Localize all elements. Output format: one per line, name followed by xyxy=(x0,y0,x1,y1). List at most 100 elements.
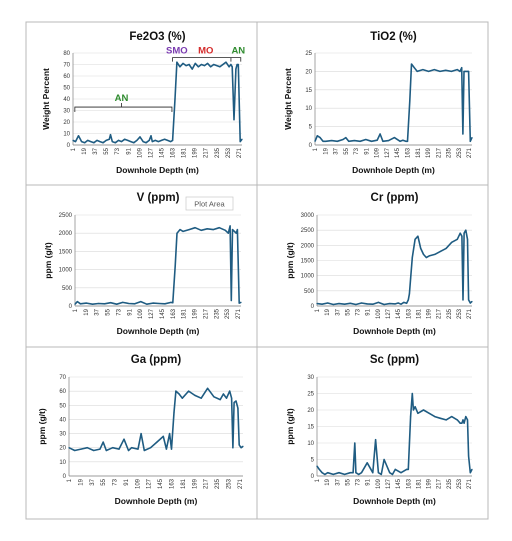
data-point xyxy=(134,303,136,305)
data-point xyxy=(327,302,329,304)
x-tick-label: 253 xyxy=(226,478,232,489)
x-tick-label: 145 xyxy=(396,308,402,319)
data-point xyxy=(137,448,139,450)
x-tick-label: 37 xyxy=(95,308,101,315)
data-point xyxy=(416,70,418,72)
x-tick-label: 217 xyxy=(204,147,210,158)
data-point xyxy=(372,472,374,474)
data-point xyxy=(397,302,399,304)
data-point xyxy=(143,449,145,452)
data-point xyxy=(238,302,240,304)
data-point xyxy=(170,448,173,450)
chart-title: Cr (ppm) xyxy=(371,192,419,204)
data-point xyxy=(413,67,415,69)
data-point xyxy=(459,70,461,72)
x-tick-label: 55 xyxy=(101,478,107,485)
data-point xyxy=(233,401,235,404)
data-point xyxy=(471,468,473,470)
x-tick-label: 271 xyxy=(237,147,243,158)
x-axis-title: Downhole Depth (m) xyxy=(352,165,435,175)
y-tick-label: 60 xyxy=(63,74,70,80)
y-tick-label: 2500 xyxy=(301,228,315,234)
y-tick-label: 20 xyxy=(307,408,314,414)
x-tick-label: 19 xyxy=(84,308,90,315)
chart-panel-5: Ga (ppm) 0 10 20 30 40 50 60 70 1 19 37 55 73 91 109 127… xyxy=(37,354,244,506)
y-tick-label: 2000 xyxy=(59,231,73,237)
x-tick-label: 109 xyxy=(137,147,143,158)
data-point xyxy=(90,140,92,143)
data-point xyxy=(465,70,467,72)
data-point xyxy=(469,472,471,474)
data-point xyxy=(433,68,435,71)
y-tick-label: 50 xyxy=(63,86,70,92)
x-tick-label: 127 xyxy=(148,147,154,158)
chart-panel-4: Cr (ppm) 0 500 1000 1500 2000 2500 3000 1 19 37 55 7… xyxy=(285,192,473,336)
data-point xyxy=(428,412,430,414)
x-tick-label: 145 xyxy=(159,147,165,158)
x-tick-label: 253 xyxy=(457,147,463,158)
data-point xyxy=(156,441,158,443)
data-point xyxy=(380,473,382,475)
x-tick-label: 55 xyxy=(106,308,112,315)
zone-label-mo: MO xyxy=(198,46,213,57)
chart-title: Ga (ppm) xyxy=(131,354,182,366)
plot-area-tooltip: Plot Area xyxy=(185,196,234,211)
data-point xyxy=(468,299,470,301)
x-tick-label: 145 xyxy=(160,308,166,319)
data-point xyxy=(150,447,152,449)
data-point xyxy=(109,134,112,136)
x-tick-label: 1 xyxy=(315,308,321,312)
data-point xyxy=(428,255,430,257)
data-point xyxy=(228,66,230,68)
data-point xyxy=(456,68,458,71)
x-tick-label: 55 xyxy=(344,147,350,154)
data-point xyxy=(179,228,181,231)
y-tick-label: 1500 xyxy=(301,259,315,265)
data-point xyxy=(445,419,447,421)
data-point xyxy=(169,432,171,435)
data-point xyxy=(242,445,244,447)
chart-title: Sc (ppm) xyxy=(370,354,419,366)
data-point xyxy=(349,472,351,474)
y-tick-label: 30 xyxy=(307,375,314,381)
data-point xyxy=(461,422,463,424)
data-point xyxy=(465,416,467,418)
data-point xyxy=(102,441,104,443)
data-point xyxy=(414,238,416,240)
x-tick-label: 91 xyxy=(366,478,372,485)
data-point xyxy=(389,472,391,474)
data-point xyxy=(229,390,231,392)
data-point xyxy=(127,449,130,452)
data-point xyxy=(235,68,237,70)
x-tick-label: 145 xyxy=(395,147,401,158)
bracket-upper xyxy=(172,57,242,62)
y-tick-label: 50 xyxy=(59,403,66,409)
data-point xyxy=(225,61,227,63)
data-point xyxy=(165,448,168,450)
data-point xyxy=(227,232,229,234)
data-point xyxy=(114,142,117,144)
data-point xyxy=(400,303,402,305)
x-tick-label: 37 xyxy=(334,147,340,154)
data-point xyxy=(439,250,442,252)
zone-label-smo: SMO xyxy=(166,46,188,57)
y-tick-label: 70 xyxy=(63,63,70,69)
data-point xyxy=(170,140,172,143)
x-tick-label: 271 xyxy=(236,308,242,319)
data-point xyxy=(154,139,156,141)
x-tick-label: 235 xyxy=(215,147,221,158)
data-point xyxy=(325,140,327,142)
data-point xyxy=(206,228,208,230)
data-point xyxy=(224,229,226,231)
data-point xyxy=(122,301,124,303)
x-tick-label: 163 xyxy=(171,147,177,158)
data-point xyxy=(360,302,363,304)
x-tick-label: 181 xyxy=(416,147,422,158)
data-point xyxy=(131,447,133,449)
x-tick-label: 73 xyxy=(356,308,362,315)
data-point xyxy=(194,227,196,229)
data-point xyxy=(173,411,175,413)
data-point xyxy=(445,69,447,71)
data-point xyxy=(74,449,76,452)
y-tick-label: 0 xyxy=(67,143,71,149)
